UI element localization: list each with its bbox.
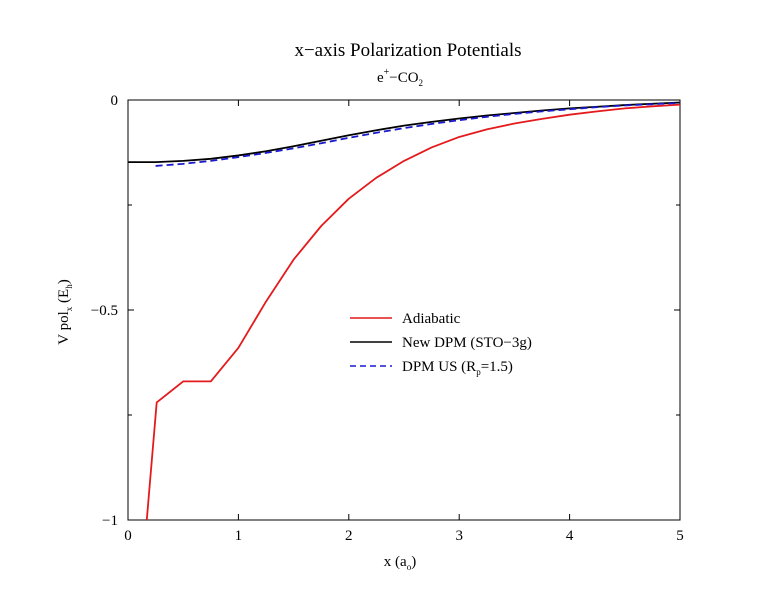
y-tick-label: 0 [111, 93, 119, 109]
legend: Adiabatic New DPM (STO−3g) DPM US (Rp=1.… [350, 311, 532, 377]
x-tick-label: 3 [455, 528, 463, 544]
subtitle-base: e [377, 70, 384, 86]
series-layer [128, 101, 680, 520]
y-tick-label: −1 [102, 513, 118, 529]
x-tick-label: 0 [124, 528, 132, 544]
axis-ticks [127, 99, 681, 521]
plot-frame [127, 99, 681, 521]
series-line-1 [128, 101, 680, 164]
x-axis-label: x (ao) [384, 554, 416, 572]
chart-title: x−axis Polarization Potentials [294, 40, 521, 61]
subtitle-sub: 2 [419, 78, 424, 88]
xlabel-base: x (a [384, 554, 407, 570]
x-tick-label: 1 [235, 528, 243, 544]
ylabel-base: V pol [56, 311, 72, 344]
legend-dpm-us-base: DPM US (R [402, 359, 476, 375]
subtitle-sup: + [384, 67, 390, 78]
ylabel-sub: x [64, 306, 74, 311]
ylabel-mid: (E [56, 289, 72, 307]
series-line-0 [145, 103, 680, 520]
y-axis-label: V polx (Eh) [56, 279, 74, 344]
x-tick-label: 5 [676, 528, 684, 544]
xlabel-tail: ) [411, 554, 416, 570]
chart-subtitle: e+−CO2 [377, 67, 423, 88]
ylabel-tail: ) [56, 279, 72, 284]
series-line-2 [155, 102, 680, 167]
x-tick-label: 2 [345, 528, 353, 544]
legend-label-adiabatic: Adiabatic [402, 311, 461, 327]
ylabel-sub2: h [64, 284, 74, 289]
x-tick-label: 4 [566, 528, 574, 544]
xlabel-sub: o [407, 562, 412, 572]
subtitle-mid: −CO [389, 70, 418, 86]
legend-label-dpm-us: DPM US (Rp=1.5) [402, 359, 513, 377]
tick-labels: 0 1 2 3 4 5 0 −0.5 −1 [91, 93, 684, 544]
legend-dpm-us-tail: =1.5) [481, 359, 513, 375]
legend-dpm-us-sub: p [476, 367, 481, 377]
legend-label-new-dpm: New DPM (STO−3g) [402, 335, 532, 351]
y-tick-label: −0.5 [91, 303, 118, 319]
